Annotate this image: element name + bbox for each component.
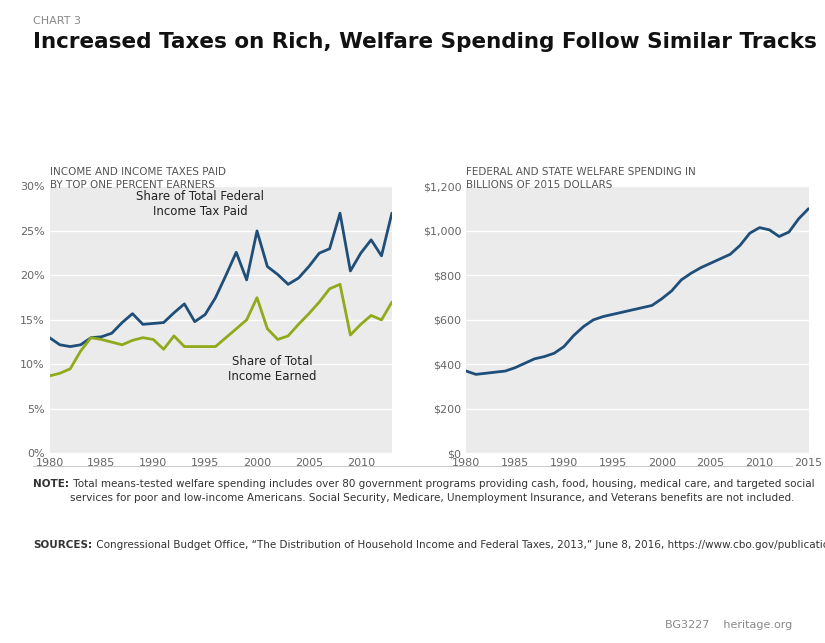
Text: CHART 3: CHART 3	[33, 16, 81, 26]
Text: Increased Taxes on Rich, Welfare Spending Follow Similar Tracks: Increased Taxes on Rich, Welfare Spendin…	[33, 32, 817, 52]
Text: BILLIONS OF 2015 DOLLARS: BILLIONS OF 2015 DOLLARS	[466, 179, 612, 190]
Text: FEDERAL AND STATE WELFARE SPENDING IN: FEDERAL AND STATE WELFARE SPENDING IN	[466, 167, 695, 177]
Text: INCOME AND INCOME TAXES PAID: INCOME AND INCOME TAXES PAID	[50, 167, 225, 177]
Text: Share of Total Federal
Income Tax Paid: Share of Total Federal Income Tax Paid	[136, 190, 264, 218]
Text: SOURCES:: SOURCES:	[33, 540, 92, 550]
Text: Congressional Budget Office, “The Distribution of Household Income and Federal T: Congressional Budget Office, “The Distri…	[93, 540, 825, 550]
Text: BY TOP ONE PERCENT EARNERS: BY TOP ONE PERCENT EARNERS	[50, 179, 214, 190]
Text: Total means-tested welfare spending includes over 80 government programs providi: Total means-tested welfare spending incl…	[70, 479, 815, 503]
Text: BG3227    heritage.org: BG3227 heritage.org	[665, 620, 792, 630]
Text: NOTE:: NOTE:	[33, 479, 69, 489]
Text: Share of Total
Income Earned: Share of Total Income Earned	[229, 355, 317, 383]
